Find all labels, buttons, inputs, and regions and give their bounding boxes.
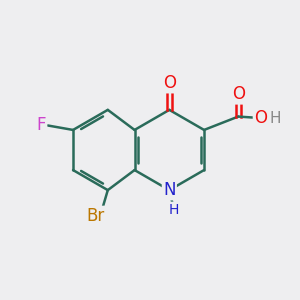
Text: H: H — [269, 110, 281, 125]
Text: O: O — [232, 85, 245, 103]
Text: O: O — [254, 109, 267, 127]
Text: F: F — [37, 116, 46, 134]
Text: O: O — [163, 74, 176, 92]
Text: N: N — [163, 181, 176, 199]
Text: Br: Br — [86, 207, 104, 225]
Text: H: H — [169, 203, 179, 217]
